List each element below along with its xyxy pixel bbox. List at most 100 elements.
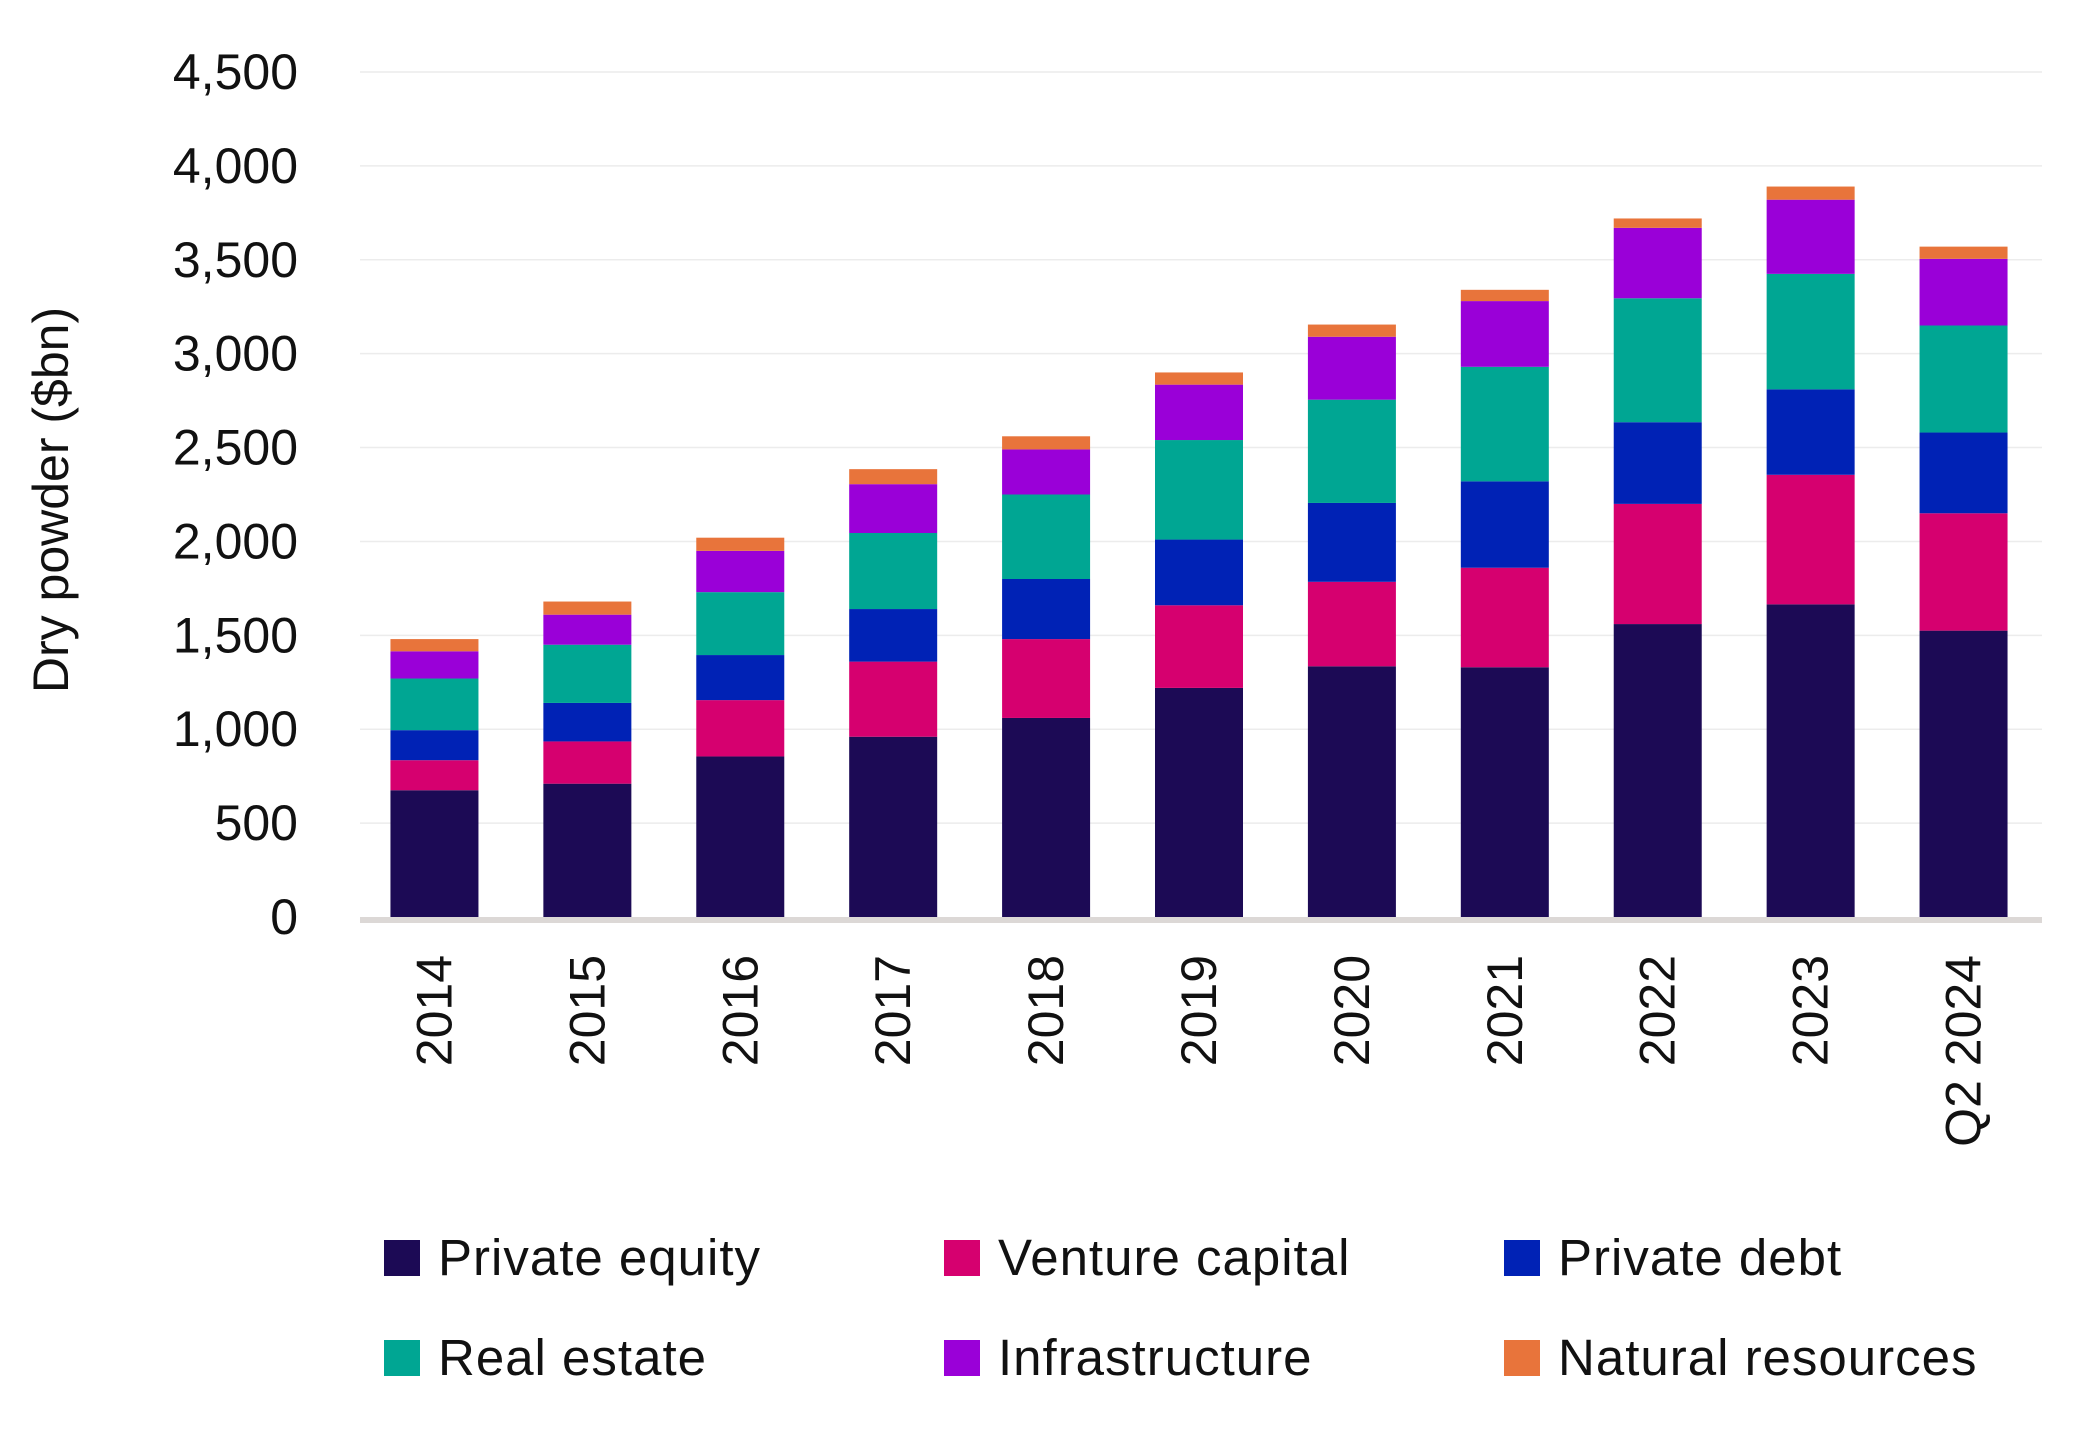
bar-segment	[390, 651, 479, 679]
bar-segment	[1155, 687, 1243, 917]
bar-segment	[1613, 227, 1702, 299]
bar-segment	[390, 790, 479, 917]
bar-segment	[1002, 436, 1091, 450]
bar-segment	[1919, 325, 2008, 433]
bar-segment	[543, 741, 632, 784]
bar-segment	[1155, 440, 1243, 540]
x-tick-label: Q2 2024	[1936, 955, 1992, 1147]
bar-segment	[696, 537, 785, 551]
bar-segment	[390, 678, 479, 731]
bar-segment	[696, 655, 785, 701]
bar-segment	[1155, 384, 1243, 441]
bar-segment	[1002, 494, 1091, 579]
bar-segment	[1766, 474, 1855, 605]
bar-segment	[543, 702, 632, 742]
bar-segment	[1766, 186, 1855, 200]
x-tick-label: 2015	[559, 955, 615, 1066]
bar-segment	[849, 736, 938, 917]
legend-label: Private debt	[1558, 1229, 1842, 1286]
bar-segment	[1307, 581, 1396, 667]
bar-segment	[1307, 336, 1396, 400]
bar-segment	[1613, 298, 1702, 423]
legend-item: Infrastructure	[944, 1329, 1312, 1386]
y-tick-label: 4,000	[173, 138, 298, 194]
legend-swatch	[944, 1340, 980, 1376]
legend-swatch	[1504, 1240, 1540, 1276]
bar-segment	[1613, 422, 1702, 504]
bars	[390, 186, 2008, 917]
x-axis-ticks: 2014 2015 2016 2017 2018 2019 2020 2021 2022 2023…	[406, 955, 1991, 1147]
legend-item: Real estate	[384, 1329, 707, 1386]
bar-segment	[849, 469, 938, 485]
bar-segment	[543, 601, 632, 615]
bar-segment	[1460, 366, 1549, 482]
legend-label: Natural resources	[1558, 1329, 1978, 1386]
bar-segment	[849, 484, 938, 533]
y-axis-ticks: 0 500 1,000 1,500 2,000 2,500 3,000 3,500 4,000 4…	[173, 44, 298, 945]
x-tick-label: 2021	[1477, 955, 1533, 1066]
bar-segment	[849, 661, 938, 737]
bar-segment	[1766, 389, 1855, 475]
legend-item: Private equity	[384, 1229, 761, 1286]
bar-segment	[1766, 199, 1855, 274]
legend-label: Venture capital	[998, 1229, 1350, 1286]
legend: Private equity Venture capital Private deb…	[384, 1229, 1978, 1386]
bar-segment	[1460, 567, 1549, 668]
bar-segment	[1155, 605, 1243, 688]
bar-segment	[1307, 502, 1396, 582]
y-tick-label: 3,500	[173, 232, 298, 288]
bar-segment	[1307, 324, 1396, 337]
bar-segment	[1766, 604, 1855, 917]
x-tick-label: 2018	[1018, 955, 1074, 1066]
legend-item: Natural resources	[1504, 1329, 1978, 1386]
bar-segment	[543, 644, 632, 703]
bar-segment	[1307, 399, 1396, 503]
bar-segment	[1613, 503, 1702, 625]
bar-segment	[1919, 246, 2008, 259]
x-tick-label: 2022	[1630, 955, 1686, 1066]
bar-segment	[1307, 666, 1396, 917]
bar-segment	[1460, 667, 1549, 917]
bar-segment	[1613, 624, 1702, 917]
bar-segment	[390, 760, 479, 791]
legend-swatch	[944, 1240, 980, 1276]
bar-segment	[1919, 513, 2008, 631]
legend-label: Private equity	[438, 1229, 761, 1286]
bar-segment	[849, 609, 938, 662]
y-tick-label: 4,500	[173, 44, 298, 100]
bar-segment	[1919, 258, 2008, 326]
bar-segment	[1002, 449, 1091, 495]
bar-segment	[1155, 539, 1243, 606]
x-tick-label: 2014	[406, 955, 462, 1066]
x-tick-label: 2019	[1171, 955, 1227, 1066]
y-tick-label: 2,000	[173, 513, 298, 569]
y-tick-label: 1,000	[173, 701, 298, 757]
legend-label: Infrastructure	[998, 1329, 1312, 1386]
bar-segment	[1002, 717, 1091, 917]
y-tick-label: 500	[215, 795, 298, 851]
y-tick-label: 1,500	[173, 607, 298, 663]
bar-segment	[1460, 301, 1549, 367]
legend-label: Real estate	[438, 1329, 707, 1386]
legend-item: Private debt	[1504, 1229, 1842, 1286]
legend-item: Venture capital	[944, 1229, 1350, 1286]
x-tick-label: 2017	[865, 955, 921, 1066]
legend-swatch	[384, 1340, 420, 1376]
bar-segment	[390, 730, 479, 761]
bar-segment	[696, 756, 785, 917]
bar-segment	[696, 700, 785, 757]
x-tick-label: 2020	[1324, 955, 1380, 1066]
bar-segment	[1919, 630, 2008, 917]
bar-segment	[543, 614, 632, 645]
bar-segment	[390, 639, 479, 652]
y-tick-label: 3,000	[173, 326, 298, 382]
bar-segment	[1919, 432, 2008, 514]
bar-segment	[1460, 289, 1549, 302]
bar-segment	[849, 532, 938, 610]
bar-segment	[1155, 372, 1243, 385]
legend-swatch	[384, 1240, 420, 1276]
bar-segment	[1766, 273, 1855, 390]
bar-segment	[543, 783, 632, 917]
y-axis-title: Dry powder ($bn)	[23, 307, 79, 693]
